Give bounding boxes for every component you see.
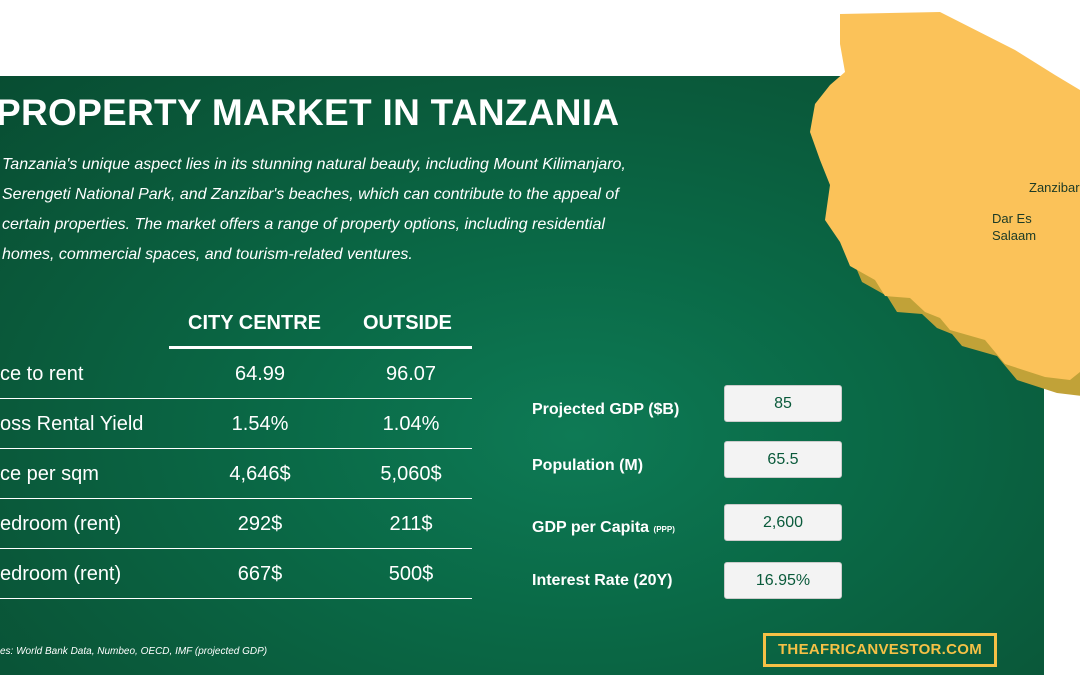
- row-label: edroom (rent): [0, 513, 122, 535]
- description: Tanzania's unique aspect lies in its stu…: [2, 150, 672, 270]
- map-label-dar-es-salaam-1: Dar Es: [992, 211, 1032, 226]
- row-outside-value: 500$: [388, 563, 434, 585]
- row-label: edroom (rent): [0, 563, 122, 585]
- table-row: ce per sqm 4,646$ 5,060$: [0, 449, 472, 499]
- header-divider: [169, 346, 472, 349]
- map-label-dar-es-salaam-2: Salaam: [992, 228, 1037, 243]
- row-outside-value: 211$: [389, 513, 433, 535]
- row-divider: [0, 548, 472, 549]
- row-city-value: 4,646$: [229, 463, 291, 485]
- stat-value-interest-rate: 16.95%: [724, 562, 842, 599]
- description-line: Serengeti National Park, and Zanzibar's …: [2, 186, 619, 203]
- stat-label-gdp-per-capita: GDP per Capita (PPP): [532, 519, 675, 536]
- row-label: ce per sqm: [0, 463, 99, 485]
- page-title: PROPERTY MARKET IN TANZANIA: [0, 92, 620, 133]
- row-divider: [0, 448, 472, 449]
- row-city-value: 292$: [237, 513, 283, 535]
- table-row: ce to rent 64.99 96.07: [0, 349, 472, 399]
- map-land: [810, 12, 1080, 380]
- brand-logo[interactable]: THEAFRICANVESTOR.COM: [763, 633, 997, 667]
- description-line: Tanzania's unique aspect lies in its stu…: [2, 156, 626, 173]
- row-outside-value: 5,060$: [380, 463, 442, 485]
- row-city-value: 667$: [237, 563, 283, 585]
- table-row: edroom (rent) 667$ 500$: [0, 549, 472, 599]
- row-divider: [0, 598, 472, 599]
- row-outside-value: 96.07: [385, 363, 437, 385]
- stat-value-population: 65.5: [724, 441, 842, 478]
- stat-label-population: Population (M): [532, 457, 644, 474]
- row-label: oss Rental Yield: [0, 413, 144, 435]
- header-outside: OUTSIDE: [363, 312, 452, 334]
- table-row: oss Rental Yield 1.54% 1.04%: [0, 399, 472, 449]
- description-line: certain properties. The market offers a …: [2, 216, 605, 233]
- tanzania-map: Zanzibar Dar Es Salaam: [800, 0, 1080, 400]
- map-svg: [810, 12, 1080, 396]
- description-line: homes, commercial spaces, and tourism-re…: [2, 246, 413, 263]
- header-city-centre: CITY CENTRE: [188, 312, 321, 334]
- row-label: ce to rent: [0, 363, 84, 385]
- map-label-zanzibar: Zanzibar: [1029, 180, 1080, 195]
- sources-note: es: World Bank Data, Numbeo, OECD, IMF (…: [0, 646, 268, 657]
- stat-label-gdp: Projected GDP ($B): [532, 401, 680, 418]
- row-divider: [0, 498, 472, 499]
- stat-label-interest-rate: Interest Rate (20Y): [532, 572, 673, 589]
- stat-value-gdp-per-capita: 2,600: [724, 504, 842, 541]
- row-city-value: 64.99: [234, 363, 286, 385]
- stat-value-gdp: 85: [724, 385, 842, 422]
- row-outside-value: 1.04%: [382, 413, 440, 435]
- table-row: edroom (rent) 292$ 211$: [0, 499, 472, 549]
- stat-suffix-ppp: (PPP): [653, 525, 675, 534]
- row-divider: [0, 398, 472, 399]
- row-city-value: 1.54%: [231, 413, 289, 435]
